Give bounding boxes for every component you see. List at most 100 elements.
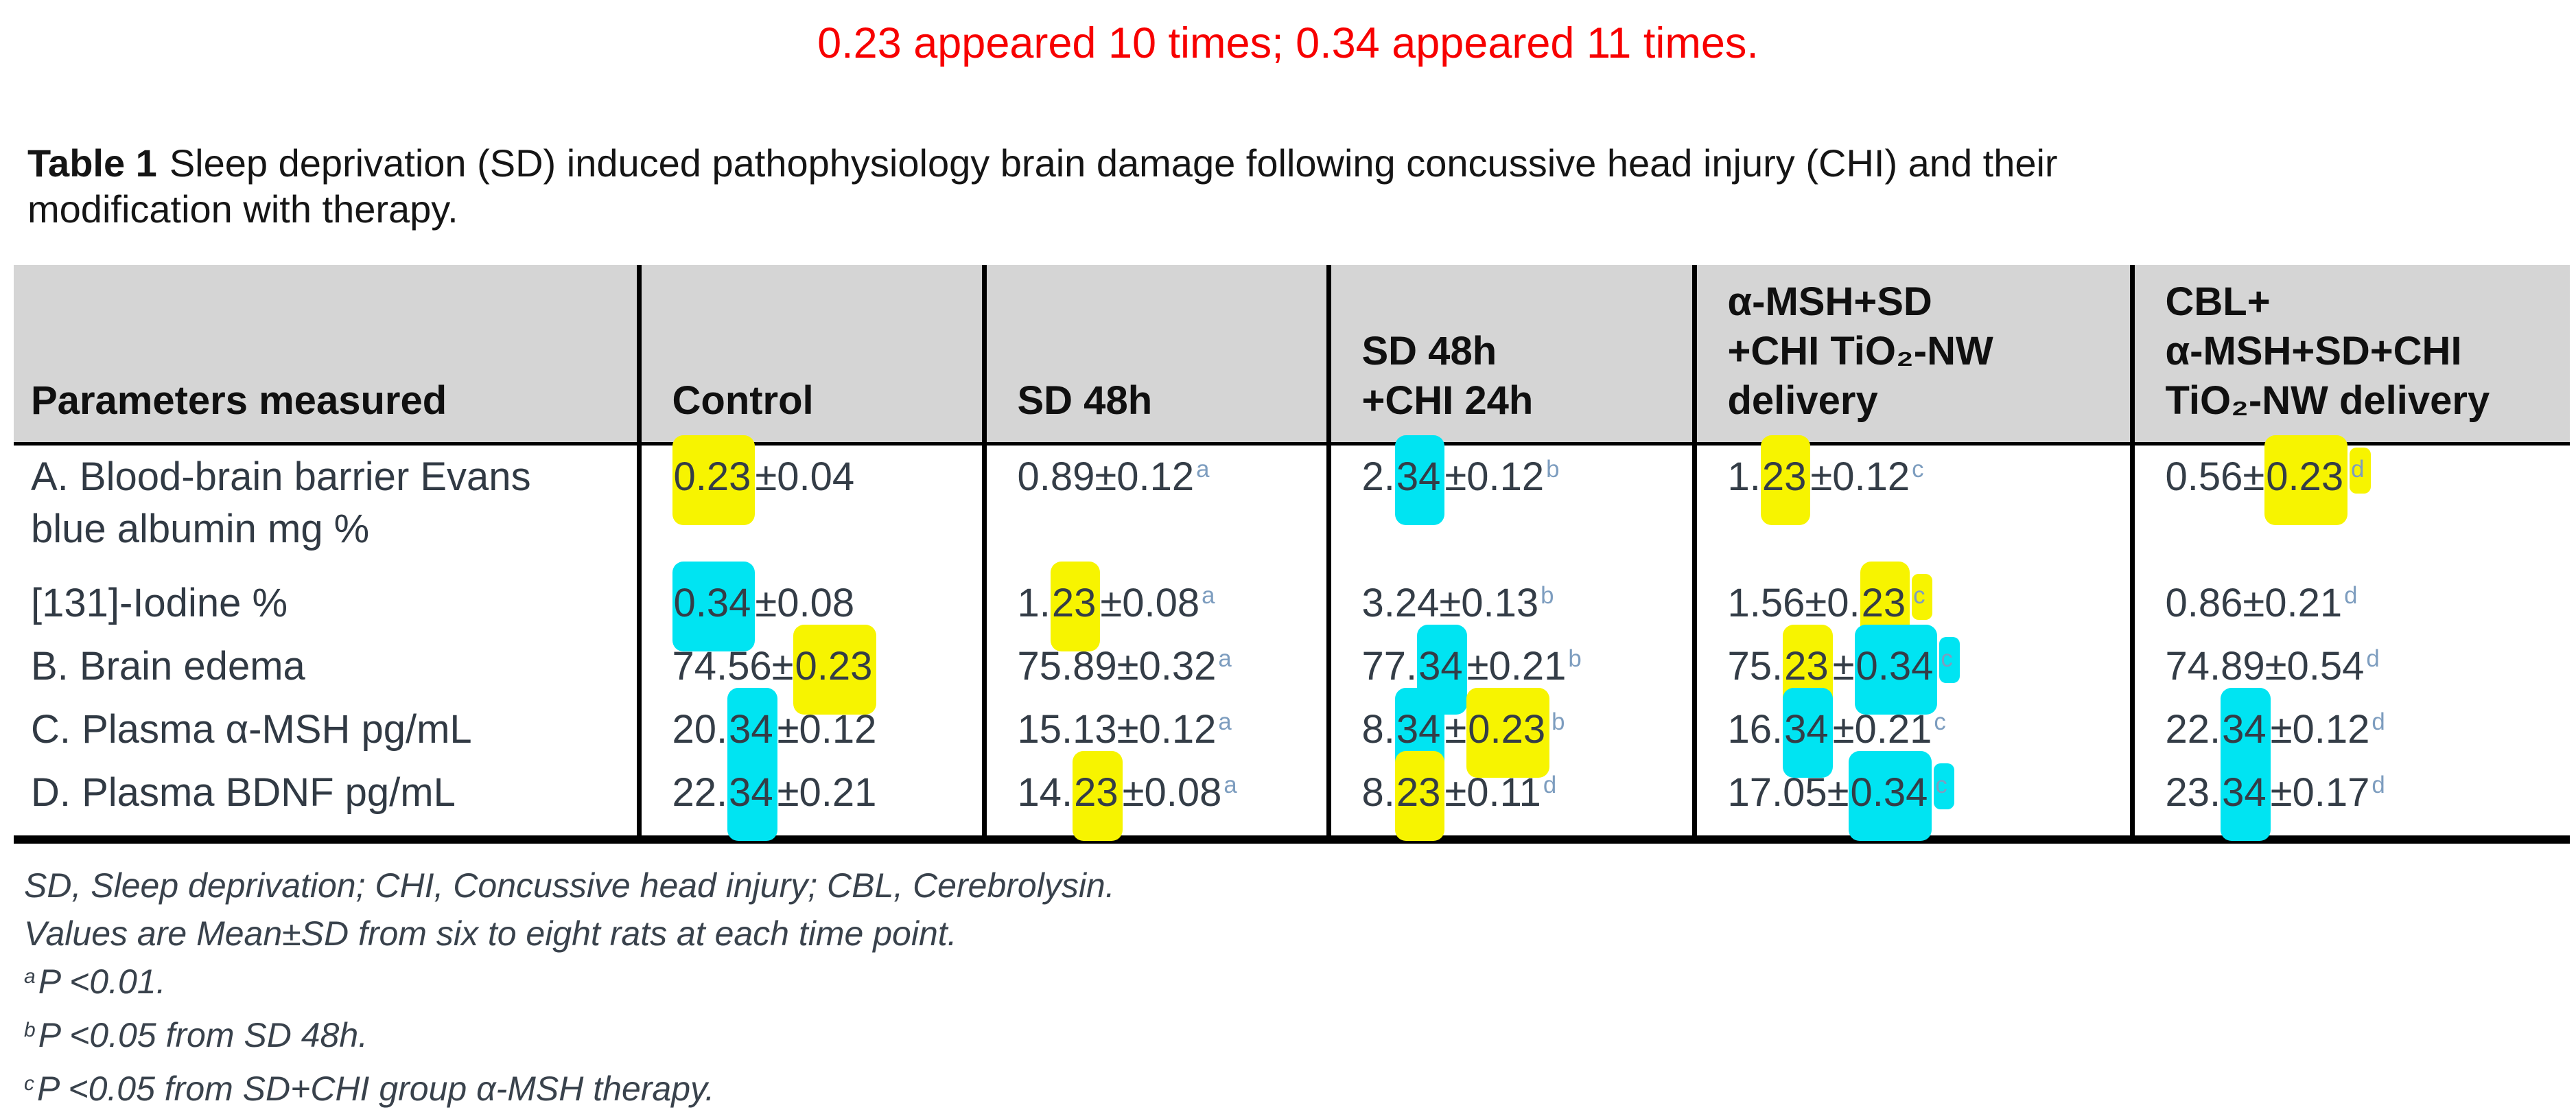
- value-segment: ±0.12: [1810, 454, 1910, 499]
- column-header-line: α-MSH+SD+CHI: [2165, 329, 2462, 373]
- superscript: d: [2366, 645, 2380, 672]
- superscript: c: [1912, 455, 1924, 483]
- value-segment: 74.89±0.54: [2165, 644, 2365, 689]
- value-segment: 0.23: [1466, 688, 1550, 778]
- column-header-line: Control: [672, 378, 814, 423]
- column-header-line: delivery: [1727, 378, 1878, 423]
- row-label: B. Brain edema: [14, 635, 639, 698]
- value-segment: 3.24±0.13: [1361, 581, 1539, 625]
- value-segment: 0.23: [2264, 435, 2348, 525]
- value-segment: 75.89±0.32: [1017, 644, 1217, 689]
- superscript: a: [1223, 771, 1237, 798]
- superscript: a: [1196, 455, 1210, 483]
- value-segment: 16.: [1727, 707, 1783, 752]
- footnote-text: P <0.05 from SD 48h.: [38, 1016, 368, 1054]
- footnote-marker: b: [24, 1019, 36, 1041]
- value-segment: 17.05±: [1727, 770, 1849, 815]
- row-label-line: blue albumin mg %: [31, 507, 370, 551]
- caption-line-2: modification with therapy.: [27, 187, 458, 231]
- superscript: d: [2372, 708, 2385, 735]
- value-segment: 23: [1394, 751, 1445, 841]
- value-segment: ±0.21: [1466, 644, 1567, 689]
- value-segment: 23: [1050, 562, 1101, 651]
- table-caption: Table 1 Sleep deprivation (SD) induced pa…: [27, 140, 2498, 232]
- value-segment: 74.56±: [672, 644, 794, 689]
- footnote-text: SD, Sleep deprivation; CHI, Concussive h…: [24, 866, 1115, 905]
- column-header-line: CBL+: [2165, 279, 2271, 324]
- footnote-marker: c: [24, 1072, 34, 1095]
- value-segment: 1.56±0.: [1727, 581, 1860, 625]
- caption-line-1: Sleep deprivation (SD) induced pathophys…: [169, 141, 2058, 185]
- value-segment: ±0.12: [777, 707, 877, 752]
- data-cell: 2.34 ±0.12b: [1326, 435, 1694, 572]
- caption-label: Table 1: [27, 141, 157, 185]
- footnote: SD, Sleep deprivation; CHI, Concussive h…: [24, 862, 2576, 910]
- value-segment: 34: [1394, 435, 1445, 525]
- data-cell: 77.34 ±0.21b: [1326, 625, 1694, 715]
- value-segment: 0.34: [1854, 625, 1938, 715]
- footnote: aP <0.01.: [24, 958, 2576, 1011]
- value-segment: 0.56±: [2165, 454, 2265, 499]
- value-segment: 75.: [1727, 644, 1783, 689]
- superscript: d: [2350, 447, 2372, 494]
- data-cell: 75.89±0.32a: [981, 635, 1328, 698]
- value-segment: 0.89±0.12: [1017, 454, 1195, 499]
- value-segment: ±0.21: [777, 770, 877, 815]
- value-segment: 8.: [1361, 770, 1395, 815]
- value-segment: 22.: [672, 770, 728, 815]
- footnote-text: P <0.05 from SD+CHI group α-MSH therapy.: [37, 1069, 715, 1108]
- superscript: d: [2344, 581, 2358, 609]
- data-cell: 14.23 ±0.08a: [981, 751, 1328, 844]
- column-header-line: SD 48h: [1361, 329, 1497, 373]
- value-segment: 0.34: [1849, 751, 1932, 841]
- value-segment: ±0.11: [1444, 770, 1541, 815]
- value-segment: 20.: [672, 707, 728, 752]
- row-label-line: C. Plasma α-MSH pg/mL: [31, 707, 472, 752]
- row-label-line: [131]-Iodine %: [31, 581, 288, 625]
- annotation-text: 0.23 appeared 10 times; 0.34 appeared 11…: [817, 19, 1759, 67]
- value-segment: 1.: [1017, 581, 1051, 625]
- row-label-line: D. Plasma BDNF pg/mL: [31, 770, 456, 815]
- footnote: Values are Mean±SD from six to eight rat…: [24, 910, 2576, 958]
- row-label: C. Plasma α-MSH pg/mL: [14, 698, 639, 761]
- superscript: b: [1552, 708, 1565, 735]
- column-header-5: α-MSH+SD +CHI TiO₂-NW delivery: [1691, 265, 2132, 446]
- table-body: A. Blood-brain barrier Evans blue albumin…: [14, 435, 2570, 844]
- value-segment: ±: [1444, 707, 1467, 752]
- data-cell: 16.34 ±0.21c: [1691, 688, 2132, 778]
- column-header-line: TiO₂-NW delivery: [2165, 378, 2490, 423]
- footnote: bP <0.05 from SD 48h.: [24, 1011, 2576, 1065]
- value-segment: 23: [1760, 435, 1811, 525]
- value-segment: 23: [1073, 751, 1123, 841]
- table-row: D. Plasma BDNF pg/mL 22.34 ±0.21 14.23 ±0.08…: [14, 751, 2570, 844]
- column-header-line: +CHI 24h: [1361, 378, 1534, 423]
- value-segment: 8.: [1361, 707, 1395, 752]
- data-cell: 1.23 ±0.08a: [981, 562, 1328, 651]
- column-header-2: Control: [636, 265, 984, 446]
- superscript: a: [1218, 645, 1232, 672]
- value-segment: ±0.04: [755, 454, 855, 499]
- superscript: a: [1218, 708, 1232, 735]
- value-segment: ±0.08: [1122, 770, 1222, 815]
- value-segment: 2.: [1361, 454, 1395, 499]
- value-segment: 0.23: [672, 435, 756, 525]
- data-cell: 22.34 ±0.12d: [2129, 688, 2570, 778]
- column-header-4: SD 48h +CHI 24h: [1326, 265, 1694, 446]
- row-label-line: B. Brain edema: [31, 644, 305, 689]
- value-segment: 14.: [1017, 770, 1073, 815]
- footnote: cP <0.05 from SD+CHI group α-MSH therapy…: [24, 1065, 2576, 1110]
- value-segment: 22.: [2165, 707, 2221, 752]
- footnotes: SD, Sleep deprivation; CHI, Concussive h…: [24, 862, 2576, 1110]
- data-cell: 23.34 ±0.17d: [2129, 751, 2570, 844]
- column-header-3: SD 48h: [981, 265, 1328, 446]
- value-segment: 0.86±0.21: [2165, 581, 2343, 625]
- header-row: Parameters measured Control SD 48h SD 48h +C…: [14, 265, 2570, 446]
- data-cell: 22.34 ±0.21: [636, 751, 984, 844]
- superscript: b: [1541, 581, 1554, 609]
- row-label: A. Blood-brain barrier Evans blue albumin…: [14, 444, 639, 573]
- value-segment: 34: [1783, 688, 1833, 778]
- value-segment: ±: [1832, 644, 1855, 689]
- row-label-line: A. Blood-brain barrier Evans: [31, 454, 531, 499]
- superscript: c: [1934, 763, 1954, 809]
- data-cell: 1.56±0.23 c: [1691, 562, 2132, 651]
